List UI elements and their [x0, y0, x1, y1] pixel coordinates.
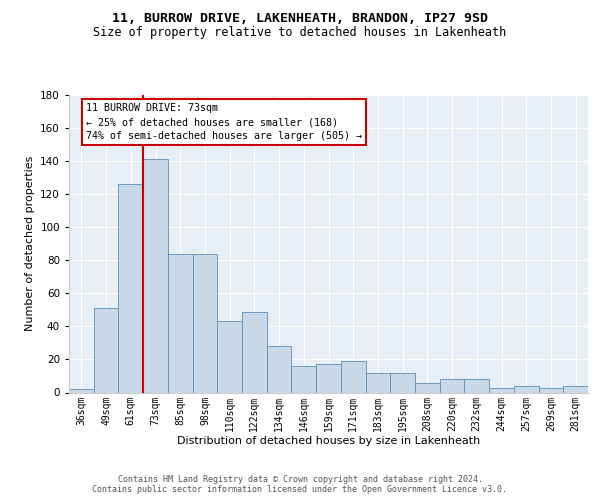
Text: Contains HM Land Registry data © Crown copyright and database right 2024.
Contai: Contains HM Land Registry data © Crown c… — [92, 474, 508, 494]
Text: 11, BURROW DRIVE, LAKENHEATH, BRANDON, IP27 9SD: 11, BURROW DRIVE, LAKENHEATH, BRANDON, I… — [112, 12, 488, 26]
Bar — [489, 388, 514, 392]
Bar — [539, 388, 563, 392]
Bar — [440, 380, 464, 392]
Bar — [69, 389, 94, 392]
Bar — [292, 366, 316, 392]
Y-axis label: Number of detached properties: Number of detached properties — [25, 156, 35, 332]
Text: Size of property relative to detached houses in Lakenheath: Size of property relative to detached ho… — [94, 26, 506, 39]
Bar — [168, 254, 193, 392]
Bar — [316, 364, 341, 392]
Bar — [563, 386, 588, 392]
Bar — [94, 308, 118, 392]
Bar — [341, 361, 365, 392]
Bar — [390, 372, 415, 392]
Bar — [118, 184, 143, 392]
X-axis label: Distribution of detached houses by size in Lakenheath: Distribution of detached houses by size … — [177, 436, 480, 446]
Bar — [217, 322, 242, 392]
Text: 11 BURROW DRIVE: 73sqm
← 25% of detached houses are smaller (168)
74% of semi-de: 11 BURROW DRIVE: 73sqm ← 25% of detached… — [86, 104, 362, 142]
Bar — [193, 254, 217, 392]
Bar — [242, 312, 267, 392]
Bar — [464, 380, 489, 392]
Bar — [514, 386, 539, 392]
Bar — [365, 372, 390, 392]
Bar — [415, 382, 440, 392]
Bar — [267, 346, 292, 393]
Bar — [143, 160, 168, 392]
